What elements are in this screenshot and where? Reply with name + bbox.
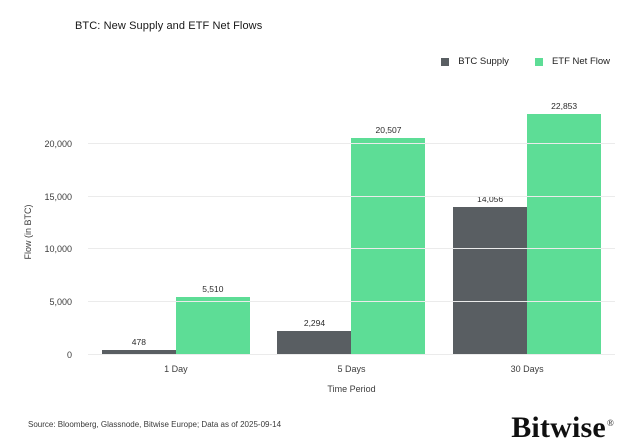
bar-value-label: 14,056 xyxy=(477,194,504,204)
bar-slot-etf-net-flow: 22,853 xyxy=(527,101,602,355)
bar-etf-net-flow xyxy=(351,138,426,355)
chart-title: BTC: New Supply and ETF Net Flows xyxy=(75,20,263,32)
btc-supply-swatch-icon xyxy=(441,57,450,66)
legend-item-btc-supply: BTC Supply xyxy=(441,56,509,67)
bar-value-label: 2,294 xyxy=(303,318,326,328)
bar-value-label: 20,507 xyxy=(375,125,402,135)
bar-slot-btc-supply: 478 xyxy=(101,337,176,355)
bitwise-logo-text: Bitwise xyxy=(511,411,606,444)
y-axis-tick-label: 5,000 xyxy=(49,297,72,307)
bitwise-logo: Bitwise® xyxy=(511,413,614,443)
gridline xyxy=(88,196,615,197)
x-axis-ticks: 1 Day 5 Days 30 Days xyxy=(88,364,615,374)
bar-etf-net-flow xyxy=(527,114,602,355)
source-note: Source: Bloomberg, Glassnode, Bitwise Eu… xyxy=(28,420,282,429)
bar-value-label: 5,510 xyxy=(202,284,224,294)
gridline xyxy=(88,248,615,249)
y-axis-tick-label: 0 xyxy=(66,350,72,360)
bar-btc-supply xyxy=(453,207,528,355)
x-axis-tick-label: 30 Days xyxy=(510,364,544,374)
x-axis-tick-label: 5 Days xyxy=(337,364,366,374)
legend-item-etf-net-flow: ETF Net Flow xyxy=(534,56,610,67)
gridline xyxy=(88,301,615,302)
y-axis-tick-label: 10,000 xyxy=(44,244,72,254)
bar-groups: 478 5,510 2,294 20,507 14,056 22,853 xyxy=(88,101,615,355)
bar-value-label: 22,853 xyxy=(551,101,578,111)
bar-slot-btc-supply: 14,056 xyxy=(453,194,528,355)
gridline xyxy=(88,143,615,144)
legend-label-btc-supply: BTC Supply xyxy=(458,56,509,67)
bar-slot-etf-net-flow: 20,507 xyxy=(351,125,426,355)
x-axis-title: Time Period xyxy=(327,384,376,394)
y-axis-tick-label: 15,000 xyxy=(44,192,72,202)
bar-btc-supply xyxy=(101,350,176,355)
bar-group: 2,294 20,507 xyxy=(277,125,426,355)
bar-etf-net-flow xyxy=(175,297,250,355)
x-axis-tick-label: 1 Day xyxy=(164,364,188,374)
bar-group: 478 5,510 xyxy=(101,284,250,355)
etf-net-flow-swatch-icon xyxy=(534,57,543,66)
y-axis-tick-label: 20,000 xyxy=(44,139,72,149)
bar-btc-supply xyxy=(277,331,352,355)
registered-trademark-icon: ® xyxy=(606,418,614,428)
bar-slot-etf-net-flow: 5,510 xyxy=(175,284,250,355)
gridline xyxy=(88,354,615,355)
bar-group: 14,056 22,853 xyxy=(453,101,602,355)
y-axis-ticks: 0 5,000 10,000 15,000 20,000 xyxy=(0,110,80,360)
bar-slot-btc-supply: 2,294 xyxy=(277,318,352,355)
bar-value-label: 478 xyxy=(131,337,146,347)
legend: BTC Supply ETF Net Flow xyxy=(441,56,610,67)
plot-area: 478 5,510 2,294 20,507 14,056 22,853 xyxy=(88,101,615,355)
legend-label-etf-net-flow: ETF Net Flow xyxy=(551,56,610,67)
